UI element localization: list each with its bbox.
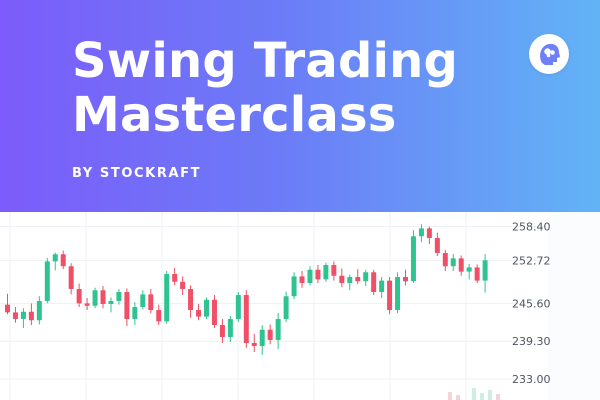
candle-body-down xyxy=(243,295,249,343)
candle-body-up xyxy=(466,267,472,272)
candle-body-down xyxy=(211,299,217,325)
candle-body-down xyxy=(84,303,90,306)
candle-body-up xyxy=(52,254,58,262)
candle-body-down xyxy=(28,311,34,321)
y-axis-tick-label: 252.72 xyxy=(512,255,551,268)
chart-grid xyxy=(0,212,600,400)
candle-body-up xyxy=(323,265,329,280)
title-line-2: Masterclass xyxy=(72,87,397,143)
title-line-1: Swing Trading xyxy=(72,33,459,89)
candle-body-down xyxy=(315,269,321,280)
byline-text: BY STOCKRAFT xyxy=(72,166,202,181)
candle-body-up xyxy=(44,261,50,301)
candle-body-up xyxy=(363,272,369,282)
y-axis-tick-label: 233.00 xyxy=(512,373,551,386)
candle-body-up xyxy=(36,301,42,321)
header-curve-svg xyxy=(0,160,600,212)
candle-body-up xyxy=(108,301,114,304)
candle-body-up xyxy=(227,319,233,337)
candle-body-up xyxy=(20,311,26,319)
chart-y-axis-labels: 258.40 252.72 245.60 239.30 233.00 xyxy=(512,221,551,386)
candle-body-down xyxy=(387,280,393,310)
candle-body-up xyxy=(450,258,456,267)
candle-body-down xyxy=(474,267,480,281)
candle-body-down xyxy=(188,289,194,310)
candle-body-up xyxy=(259,329,265,346)
candle-body-down xyxy=(76,289,82,304)
candle-body-down xyxy=(124,292,130,319)
header-curve-overlay xyxy=(0,160,600,212)
brain-head-icon xyxy=(529,34,569,74)
candle-body-up xyxy=(164,274,170,322)
candle-body-up xyxy=(235,295,241,319)
y-axis-tick-label: 245.60 xyxy=(512,297,551,310)
candle-body-up xyxy=(132,307,138,319)
y-axis-tick-label: 258.40 xyxy=(512,221,551,234)
candle-body-down xyxy=(180,281,186,289)
candle-body-down xyxy=(251,343,257,346)
candle-body-down xyxy=(339,275,345,283)
candle-body-down xyxy=(331,265,337,276)
candle-body-down xyxy=(426,228,432,238)
y-axis-tick-label: 239.30 xyxy=(512,335,551,348)
candle-body-down xyxy=(60,254,66,267)
candle-body-up xyxy=(395,277,401,310)
brain-head-icon-svg xyxy=(531,36,567,72)
candle-body-up xyxy=(379,280,385,292)
candle-body-down xyxy=(148,294,154,310)
header-bottom-shape xyxy=(0,160,600,212)
candle-body-up xyxy=(307,269,313,283)
chart-right-panel xyxy=(548,212,600,400)
candle-body-down xyxy=(355,277,361,282)
candle-body-up xyxy=(204,299,209,317)
candlestick-chart-svg: 258.40 252.72 245.60 239.30 233.00 xyxy=(0,212,600,400)
chart-candles xyxy=(5,224,488,355)
candle-body-down xyxy=(156,310,162,322)
candle-body-up xyxy=(116,292,122,301)
candle-body-up xyxy=(410,236,416,282)
chart-volume-bars xyxy=(448,388,500,400)
candle-body-down xyxy=(219,325,225,337)
candle-body-down xyxy=(403,277,408,282)
candle-body-down xyxy=(12,312,18,319)
candle-body-up xyxy=(482,260,488,281)
volume-bar xyxy=(480,393,484,400)
volume-bar xyxy=(456,395,460,400)
candle-body-up xyxy=(92,290,98,306)
candle-body-down xyxy=(458,258,464,272)
candle-body-down xyxy=(371,272,377,292)
candle-body-up xyxy=(418,228,424,237)
volume-bar xyxy=(496,394,500,400)
candle-body-up xyxy=(275,319,281,340)
volume-bar xyxy=(472,388,476,400)
candle-body-down xyxy=(442,253,448,267)
candle-body-up xyxy=(347,277,353,283)
candle-body-up xyxy=(283,296,289,319)
chart-background xyxy=(0,212,600,400)
volume-bar xyxy=(488,390,492,400)
candle-body-down xyxy=(5,304,10,313)
candle-body-down xyxy=(267,329,273,340)
candle-body-up xyxy=(140,294,146,307)
candle-body-down xyxy=(299,276,305,283)
candle-body-up xyxy=(291,276,297,297)
candle-body-down xyxy=(100,290,106,304)
candle-body-down xyxy=(68,266,74,289)
candle-body-down xyxy=(172,274,178,282)
candlestick-chart: 258.40 252.72 245.60 239.30 233.00 xyxy=(0,212,600,400)
page-title: Swing Trading Masterclass xyxy=(72,34,458,142)
candle-body-down xyxy=(434,238,440,253)
candle-body-down xyxy=(196,310,202,317)
volume-bar xyxy=(448,392,452,400)
